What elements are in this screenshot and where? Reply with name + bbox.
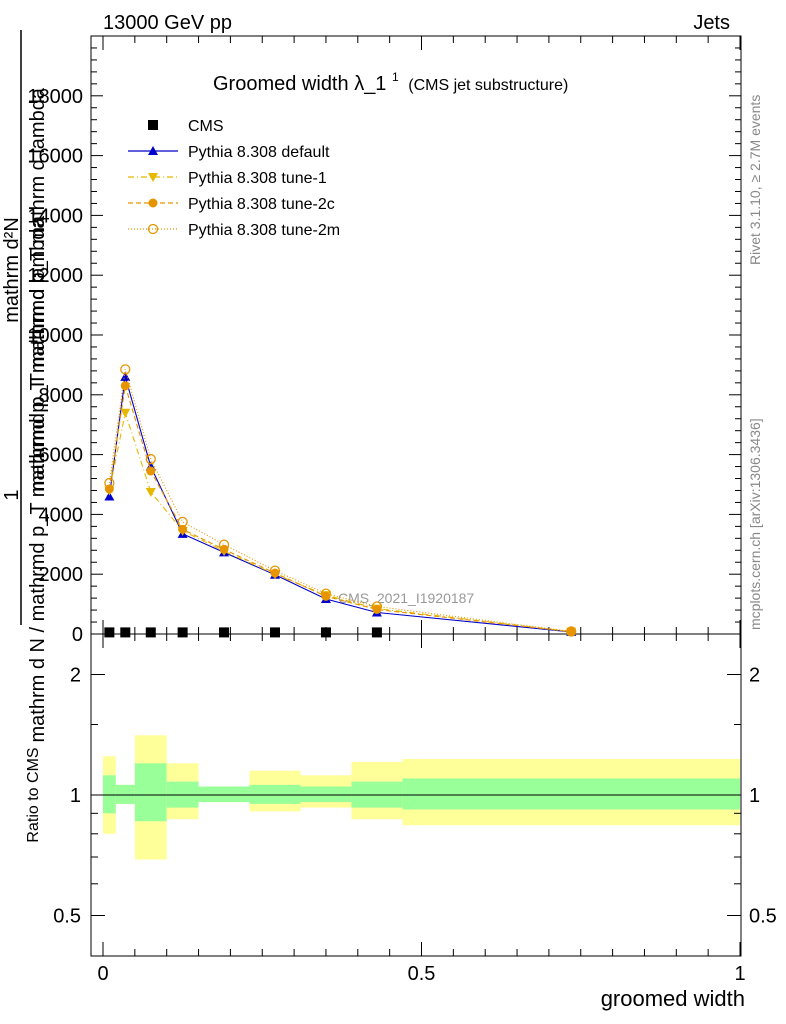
plot-title-math: λ_1 bbox=[354, 73, 386, 95]
cms-point bbox=[120, 627, 131, 638]
ratio-band-inner bbox=[198, 786, 250, 803]
ratio-band-inner bbox=[103, 775, 116, 814]
series-point bbox=[566, 627, 576, 637]
ratio-tick-label: 2 bbox=[70, 665, 81, 687]
cms-point bbox=[104, 627, 115, 638]
series-point bbox=[120, 371, 131, 381]
category-label: Jets bbox=[693, 12, 730, 34]
mcplots-label: mcplots.cern.ch [arXiv:1306.3436] bbox=[747, 418, 763, 630]
cms-point bbox=[145, 627, 156, 638]
y-tick-label: 12000 bbox=[27, 265, 83, 287]
ratio-band-inner bbox=[134, 763, 167, 822]
series-point bbox=[566, 626, 577, 637]
legend-item: Pythia 8.308 tune-2m bbox=[128, 222, 340, 239]
series-point bbox=[120, 381, 130, 391]
ratio-y-label: Ratio to CMS bbox=[25, 747, 42, 842]
series-point bbox=[104, 477, 115, 489]
ratio-bands bbox=[103, 735, 740, 860]
series-point bbox=[372, 604, 382, 614]
legend-label: Pythia 8.308 tune-2c bbox=[188, 196, 335, 213]
series-point bbox=[178, 524, 188, 534]
plot-title-main: Groomed width bbox=[213, 73, 349, 95]
y-label-numerator: 1 bbox=[1, 489, 23, 500]
cms-point bbox=[177, 627, 188, 638]
legend-item: Pythia 8.308 default bbox=[128, 144, 330, 161]
series-point bbox=[145, 453, 156, 465]
x-tick-label: 1 bbox=[734, 963, 745, 985]
main-frame: 0 2000 4000 6000 8000 10000 12000 14000 16000 180… bbox=[27, 35, 742, 646]
cms-point bbox=[320, 627, 331, 638]
legend-item: Pythia 8.308 tune-2c bbox=[128, 196, 335, 213]
series-point bbox=[145, 487, 156, 497]
y-tick-label: 6000 bbox=[39, 445, 84, 467]
legend-label: Pythia 8.308 default bbox=[188, 144, 330, 161]
ratio-tick-label-right: 2 bbox=[749, 665, 760, 687]
y-tick-label: 18000 bbox=[27, 86, 83, 108]
y-tick-label: 4000 bbox=[39, 504, 84, 526]
ratio-band-inner bbox=[300, 786, 352, 803]
y-label-denominator: mathrm d N / mathrmd p_T mathrmd p_T mat… bbox=[27, 217, 49, 743]
ratio-band-inner bbox=[115, 784, 135, 804]
cms-point bbox=[269, 627, 280, 638]
series-point bbox=[177, 516, 188, 528]
ratio-tick-label-right: 1 bbox=[749, 785, 760, 807]
series-line bbox=[108, 410, 572, 633]
legend-label: CMS bbox=[188, 118, 224, 135]
legend-item: CMS bbox=[148, 118, 224, 135]
plot-title: Groomed width λ_1 1 (CMS jet substructur… bbox=[213, 64, 568, 95]
ratio-tick-label-right: 0.5 bbox=[749, 906, 777, 928]
series-point bbox=[218, 539, 230, 550]
series-point bbox=[320, 588, 332, 599]
series-point bbox=[146, 466, 156, 476]
plot-title-sub: (CMS jet substructure) bbox=[408, 77, 568, 94]
legend: CMS Pythia 8.308 default Pythia 8.308 tune… bbox=[128, 118, 340, 239]
legend-marker bbox=[148, 173, 158, 182]
y-tick-label: 16000 bbox=[27, 146, 83, 168]
y-tick-label: 2000 bbox=[39, 564, 84, 586]
y-tick-label: 8000 bbox=[39, 385, 84, 407]
y-tick-label: 14000 bbox=[27, 205, 83, 227]
legend-marker bbox=[148, 146, 158, 155]
series-point bbox=[120, 408, 131, 418]
series-point bbox=[371, 601, 383, 612]
watermark: CMS_2021_I1920187 bbox=[338, 590, 474, 606]
rivet-label: Rivet 3.1.10, ≥ 2.7M events bbox=[747, 95, 763, 265]
ratio-band-inner bbox=[402, 778, 740, 810]
legend-label: Pythia 8.308 tune-1 bbox=[188, 170, 327, 187]
y-label-top-denominator: mathrmd p_T mathrmd p_T mathrm d lambda bbox=[27, 87, 49, 492]
series-point bbox=[120, 364, 131, 375]
series-point bbox=[269, 565, 281, 576]
x-tick-label: 0 bbox=[97, 963, 108, 985]
ratio-band-inner bbox=[249, 784, 301, 804]
ratio-tick-label: 1 bbox=[70, 785, 81, 807]
x-tick-label: 0.5 bbox=[408, 963, 436, 985]
y-label-top-numerator: mathrm d²N bbox=[1, 217, 23, 323]
y-tick-label: 0 bbox=[72, 624, 83, 646]
ratio-frame: 0 0.5 1 0.5 0.5 1 1 2 2 bbox=[53, 633, 777, 985]
series-point bbox=[270, 568, 280, 578]
series-point bbox=[104, 491, 115, 501]
energy-label: 13000 GeV pp bbox=[103, 12, 232, 34]
ratio-tick-label: 0.5 bbox=[53, 906, 81, 928]
plot-title-sup: 1 bbox=[392, 70, 399, 84]
x-axis-label: groomed width bbox=[601, 986, 745, 1011]
cms-point bbox=[219, 627, 230, 638]
y-tick-label: 10000 bbox=[27, 325, 83, 347]
cms-point bbox=[371, 627, 382, 638]
legend-label: Pythia 8.308 tune-2m bbox=[188, 222, 340, 239]
legend-item: Pythia 8.308 tune-1 bbox=[128, 170, 327, 187]
legend-marker bbox=[148, 120, 158, 130]
legend-marker bbox=[148, 198, 158, 208]
legend-marker bbox=[147, 223, 159, 235]
main-series bbox=[104, 364, 577, 638]
